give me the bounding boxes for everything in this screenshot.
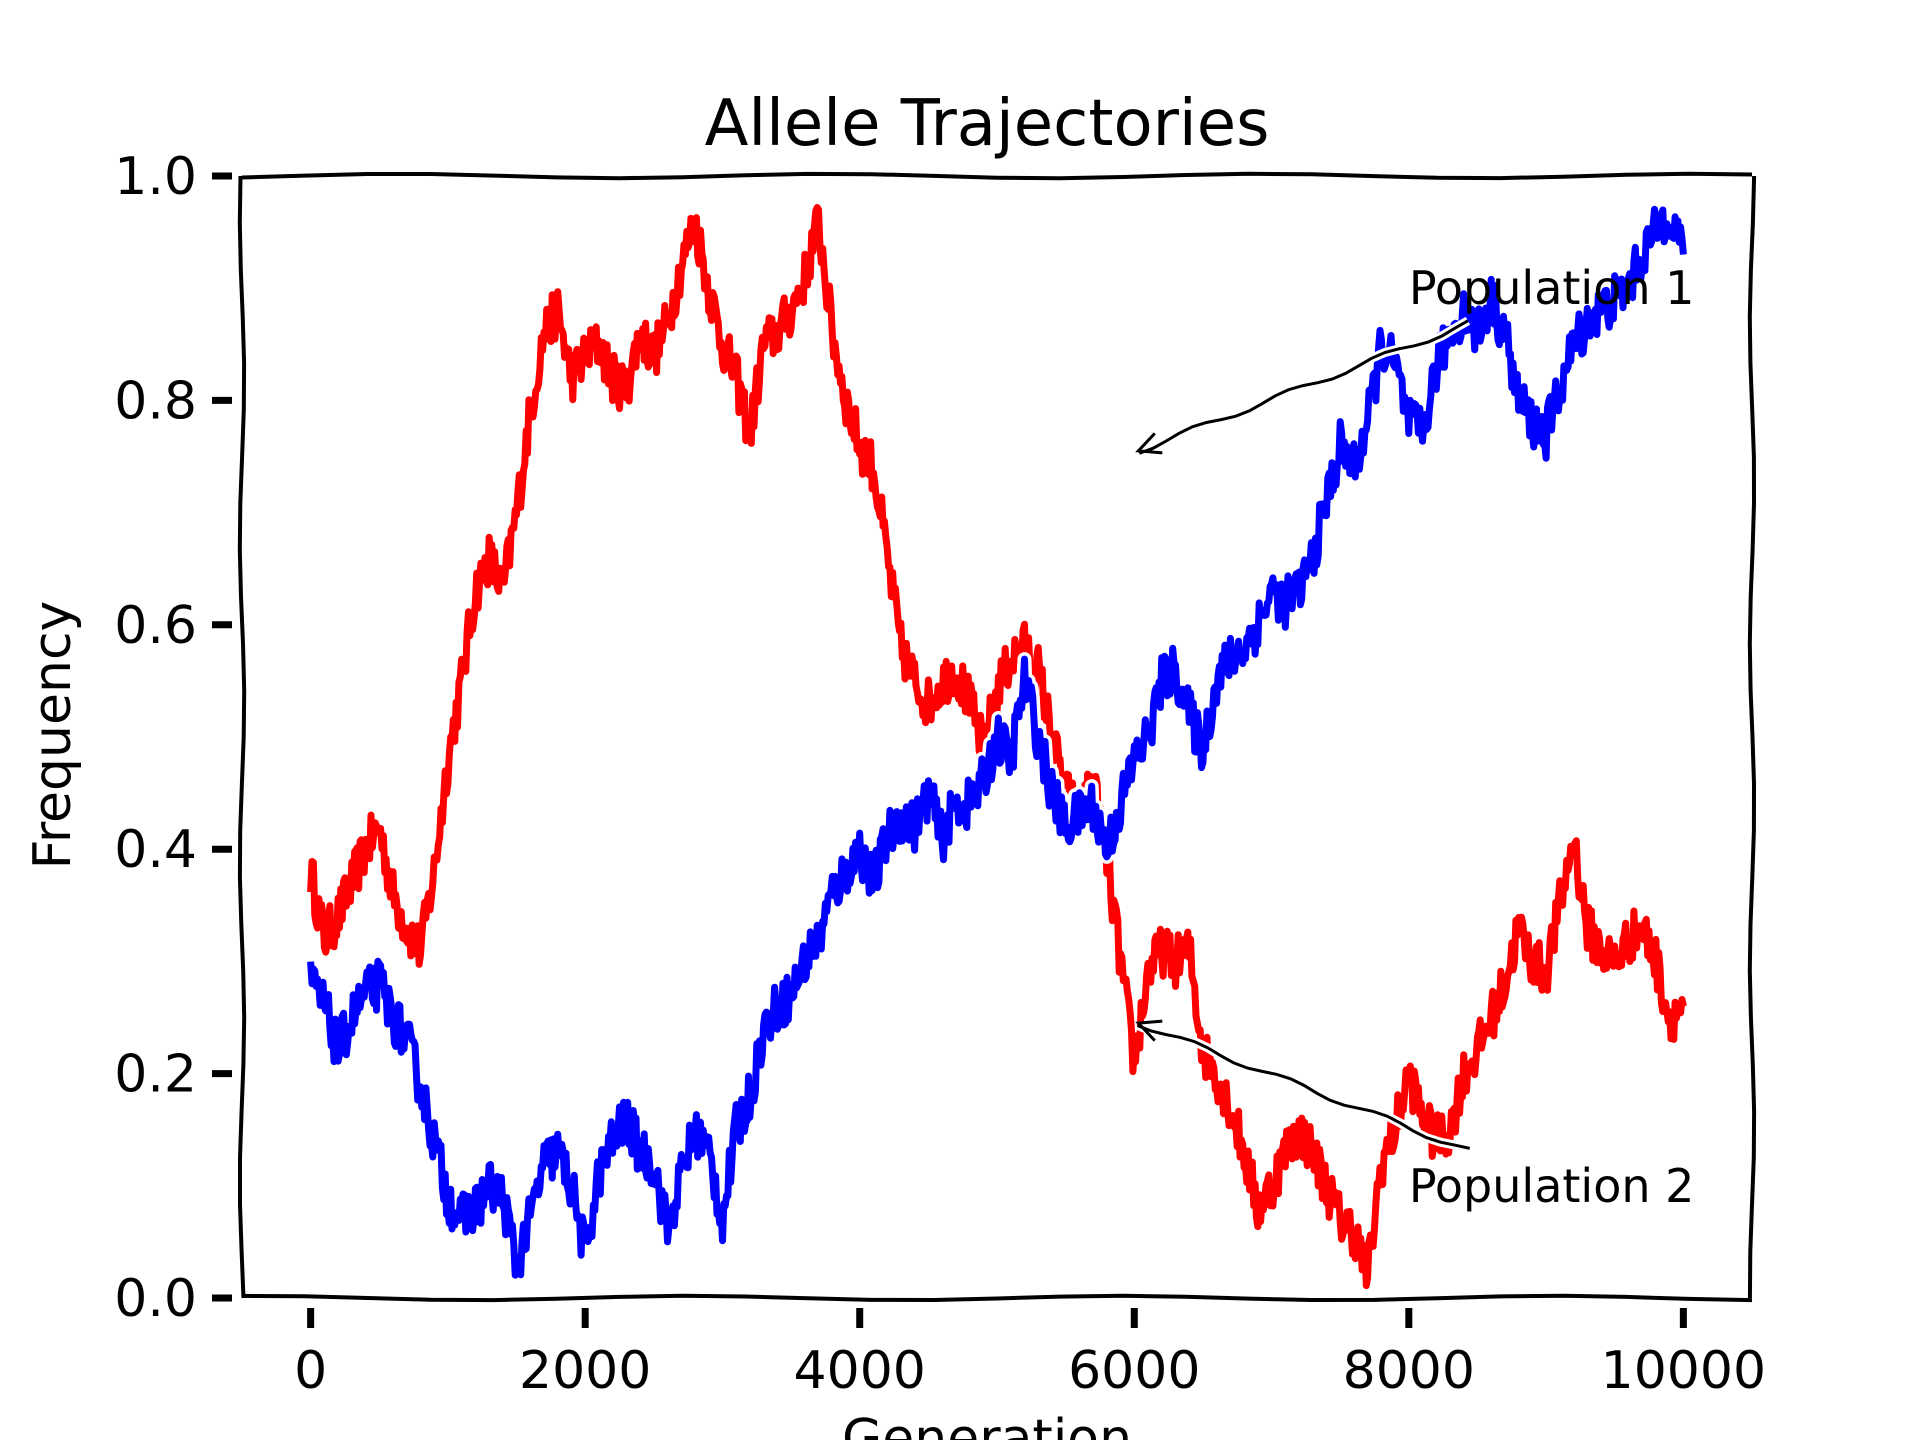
- x-axis-label: Generation: [842, 1409, 1132, 1440]
- annotation-arrowhead-2: [1135, 1019, 1163, 1042]
- x-axis: 0 2000 4000 6000 8000 10000: [294, 1308, 1766, 1401]
- series-layer: [303, 200, 1691, 1293]
- annotations: Population 1 Population 2: [1135, 261, 1695, 1213]
- x-tick-label: 8000: [1343, 1341, 1475, 1401]
- x-tick-label: 6000: [1068, 1341, 1200, 1401]
- y-axis-label: Frequency: [23, 601, 83, 870]
- chart-title: Allele Trajectories: [705, 87, 1270, 161]
- y-tick-label: 0.4: [114, 820, 197, 880]
- y-tick-label: 0.8: [114, 371, 197, 431]
- annotation-arrow-1: [1138, 319, 1469, 455]
- annotation-arrow-2: [1136, 1024, 1471, 1150]
- plot-border-top: [241, 171, 1753, 181]
- series-2-line: [307, 205, 1687, 1279]
- x-tick-label: 0: [294, 1341, 327, 1401]
- plot-border-left: [237, 175, 247, 1299]
- x-tick-label: 10000: [1601, 1341, 1766, 1401]
- annotation-label-2: Population 2: [1409, 1159, 1695, 1213]
- annotation-arrowhead-1: [1135, 432, 1163, 455]
- plot-border-bottom: [241, 1293, 1753, 1303]
- x-tick-label: 4000: [794, 1341, 926, 1401]
- y-tick-label: 0.2: [114, 1045, 197, 1105]
- annotation-label-1: Population 1: [1409, 261, 1695, 315]
- y-axis: 0.0 0.2 0.4 0.6 0.8 1.0: [114, 147, 232, 1329]
- plot-frame: [237, 171, 1757, 1303]
- y-tick-label: 0.0: [114, 1269, 197, 1329]
- y-tick-label: 1.0: [114, 147, 197, 207]
- y-tick-label: 0.6: [114, 596, 197, 656]
- plot-border-right: [1747, 175, 1757, 1299]
- x-tick-label: 2000: [519, 1341, 651, 1401]
